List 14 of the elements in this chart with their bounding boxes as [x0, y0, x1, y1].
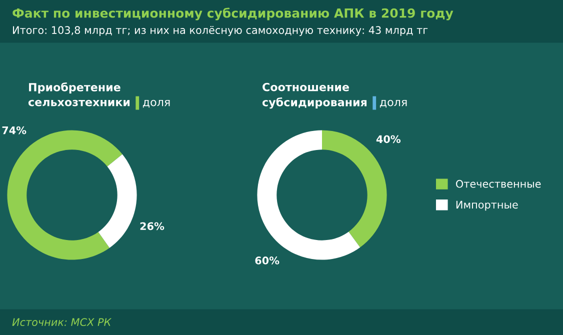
data-label: 40%	[376, 135, 401, 144]
text: Итого: 103,8 млрд тг; из них на колёсную самоходную технику: 43 млрд тг	[13, 26, 428, 36]
chart-subtitle: доля	[380, 100, 407, 108]
data-label: 60%	[255, 256, 280, 264]
donut-slice	[98, 154, 137, 248]
data-label: 26%	[140, 222, 164, 230]
legend-label: Отечественные	[456, 180, 541, 188]
legend-label: Импортные	[456, 200, 518, 211]
text: Факт по инвестиционному субсидированию АПК в 2019 году	[12, 8, 454, 20]
data-label: 74%	[2, 126, 26, 134]
text: Источник: МСХ РК	[12, 318, 112, 326]
chart-title: Соотношение субсидирования	[262, 82, 367, 109]
chart-subtitle: доля	[142, 100, 170, 108]
chart-title: Приобретение сельхозтехники	[28, 82, 130, 106]
